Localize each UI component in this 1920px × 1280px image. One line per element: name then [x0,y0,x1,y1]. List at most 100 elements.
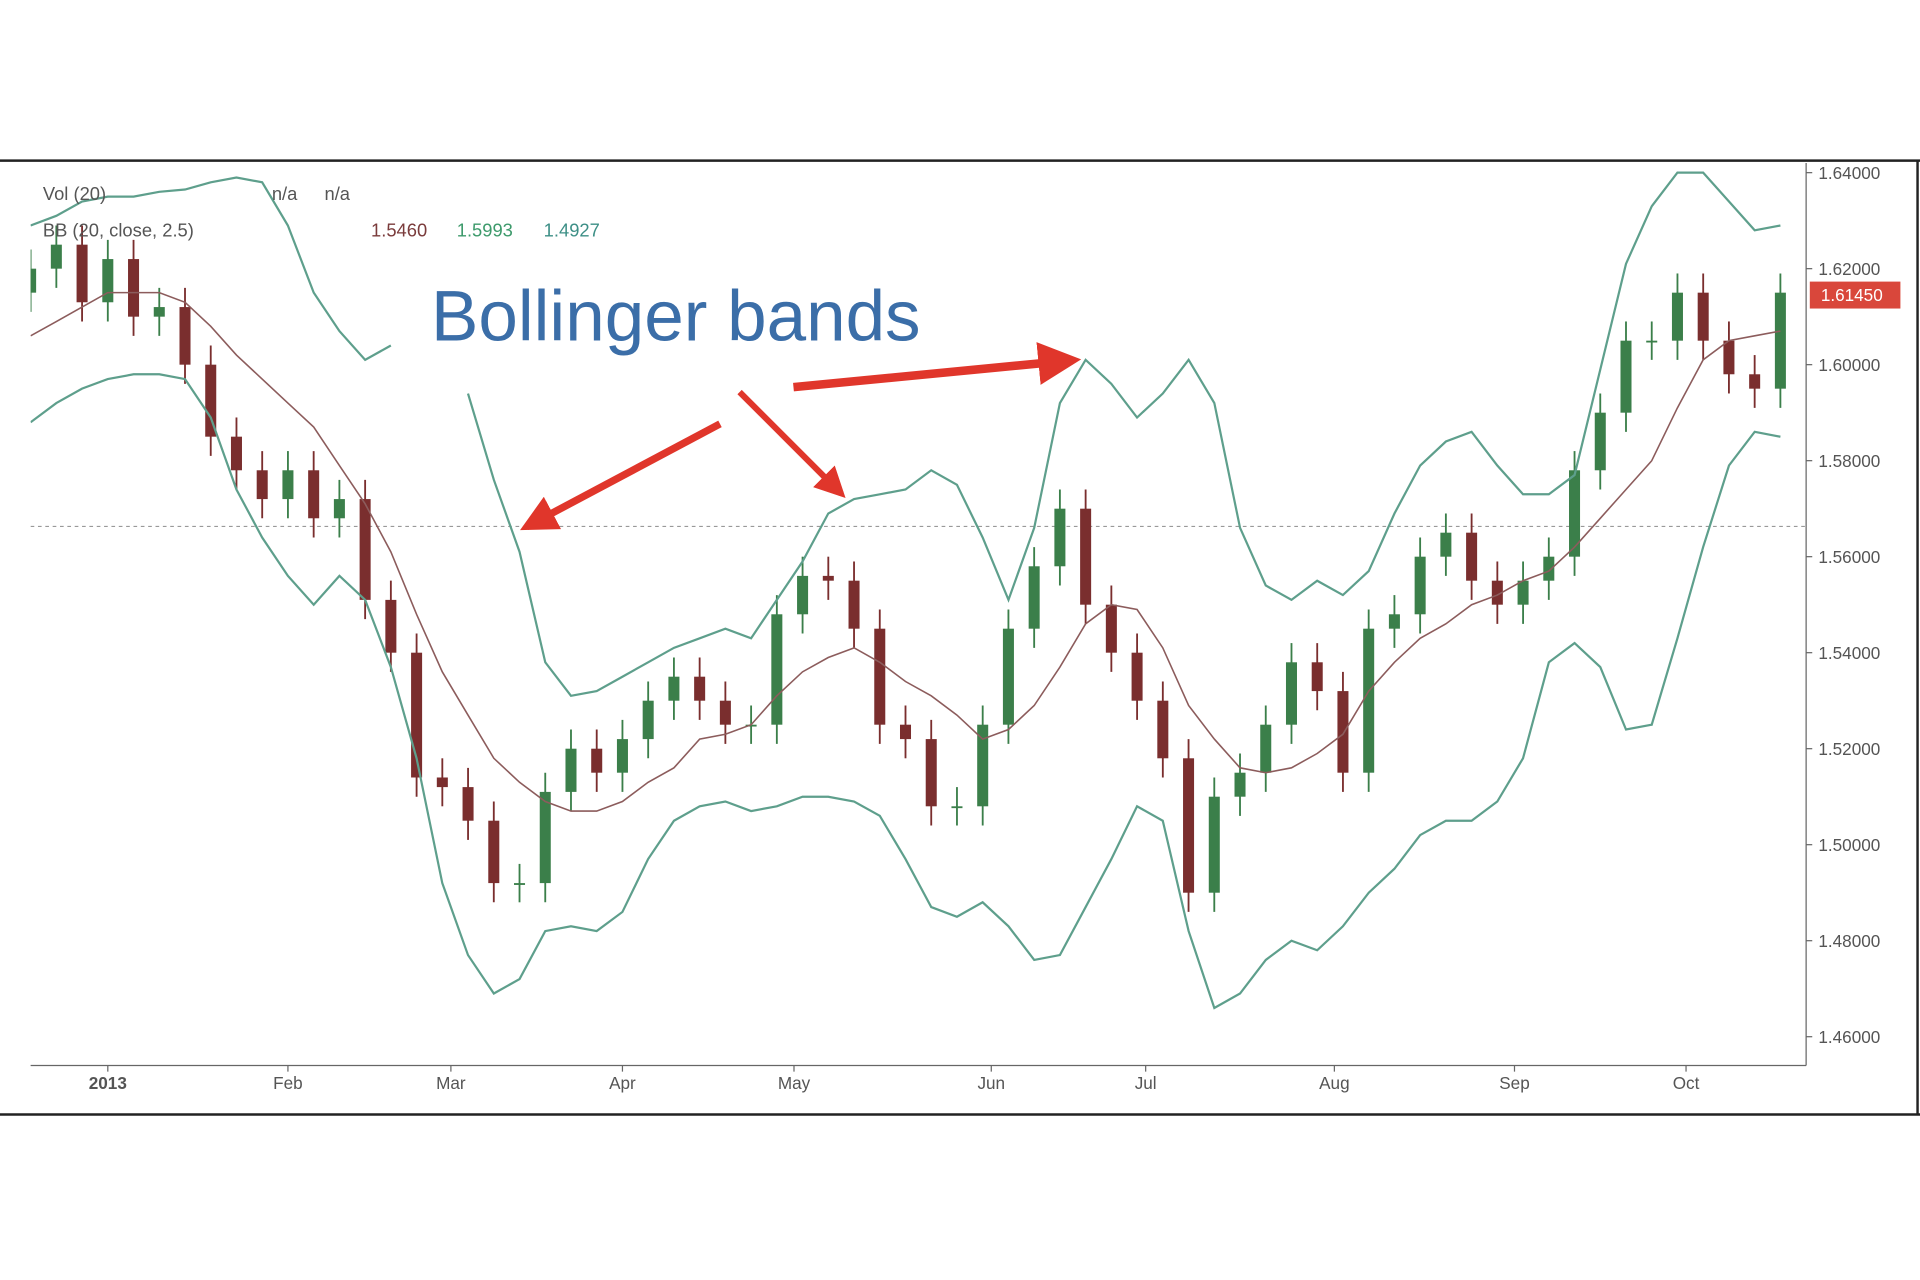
y-tick-label: 1.54000 [1818,643,1880,663]
candle-body [1208,796,1220,893]
chart-title: Bollinger bands [431,278,921,357]
candle-body [848,580,860,629]
candle-body [179,307,191,365]
candle-body [1749,374,1761,389]
candle-body [642,700,654,740]
candle-body [1466,532,1478,581]
band-middle [30,291,1781,812]
axes: 1.46000 1.48000 1.50000 1.52000 1.54000 1.560… [89,163,1901,1093]
candle-body [874,628,886,725]
y-tick-label: 1.52000 [1818,739,1880,759]
candle-body [1440,532,1452,557]
x-tick-label: Aug [1319,1073,1349,1093]
candle-body [1697,292,1709,341]
candle-body [1774,292,1786,389]
candle-body [30,268,37,293]
candle-body [797,575,809,615]
candle-body [1491,580,1503,605]
vol-label: Vol (20) [43,183,106,204]
vol-value: n/a [324,183,350,204]
x-tick-label: May [778,1073,811,1093]
price-tag-label: 1.61450 [1821,285,1883,305]
arrow [793,342,1082,392]
candle-body [616,739,628,773]
band-lower [30,373,1781,1010]
candle-body [899,724,912,740]
candle-body [1285,662,1297,725]
candle-body [822,575,834,581]
candle-body [668,676,680,701]
x-tick-label: Oct [1673,1073,1700,1093]
candle-body [745,724,757,727]
y-tick-label: 1.62000 [1818,259,1880,279]
y-tick-label: 1.48000 [1818,931,1880,951]
plot-area [30,171,1807,1010]
x-tick-label: Mar [436,1073,466,1093]
arrow [520,420,722,531]
candle-body [256,470,268,500]
y-tick-label: 1.64000 [1818,163,1880,183]
candle-body [436,777,448,788]
candle-body [1080,508,1092,605]
candle-body [771,614,783,725]
candle-body [1388,614,1400,629]
candle-body [1723,340,1735,375]
candle-body [1054,508,1066,567]
candle-body [1105,604,1117,653]
candle-body [1311,662,1323,692]
vol-value: n/a [272,183,298,204]
candle-body [539,791,551,884]
candle-body [591,748,603,773]
candle-body [514,883,526,885]
candle-body [462,787,474,821]
bb-value: 1.4927 [544,220,600,241]
bb-value: 1.5993 [457,220,513,241]
x-tick-label: Jul [1135,1073,1157,1093]
x-tick-label: Feb [273,1073,303,1093]
candle-body [565,748,577,792]
candle-body [1183,758,1195,893]
candle-body [951,806,963,809]
y-tick-label: 1.46000 [1818,1027,1880,1047]
candle-body [230,436,242,471]
candle-body [1157,700,1169,759]
candle-body [153,307,165,317]
candle-body [282,470,294,500]
candle-body [411,652,423,778]
candle-body [333,499,345,519]
x-tick-label: Apr [609,1073,636,1093]
y-tick-label: 1.56000 [1818,547,1880,567]
band-upper [30,171,1781,698]
candle-body [1646,340,1658,343]
candle-body [1620,340,1632,413]
candle-body [1414,556,1426,615]
candle-body [1337,691,1349,773]
candle-body [977,724,989,807]
candle-body [128,259,140,317]
y-tick-label: 1.60000 [1818,355,1880,375]
candle-body [1594,412,1606,471]
candle-body [359,499,371,600]
y-tick-label: 1.50000 [1818,835,1880,855]
x-tick-label: 2013 [89,1073,127,1093]
candle-body [1363,628,1375,773]
bb-values: 1.5460 1.5993 1.4927 [371,220,600,241]
candle-body [719,700,731,725]
arrow [737,389,846,499]
candle-body [1028,566,1040,629]
candle-body [694,676,706,701]
candle-body [1131,652,1143,701]
candle-body [102,259,114,303]
candle-body [76,244,88,303]
bb-label: BB (20, close, 2.5) [43,220,194,241]
x-tick-label: Jun [977,1073,1005,1093]
candle-body [205,364,217,437]
candle-body [50,244,62,269]
arrows [520,342,1082,531]
candle-body [925,739,937,807]
candle-body [308,470,320,519]
price-tag [1809,281,1901,309]
x-tick-label: Sep [1499,1073,1529,1093]
